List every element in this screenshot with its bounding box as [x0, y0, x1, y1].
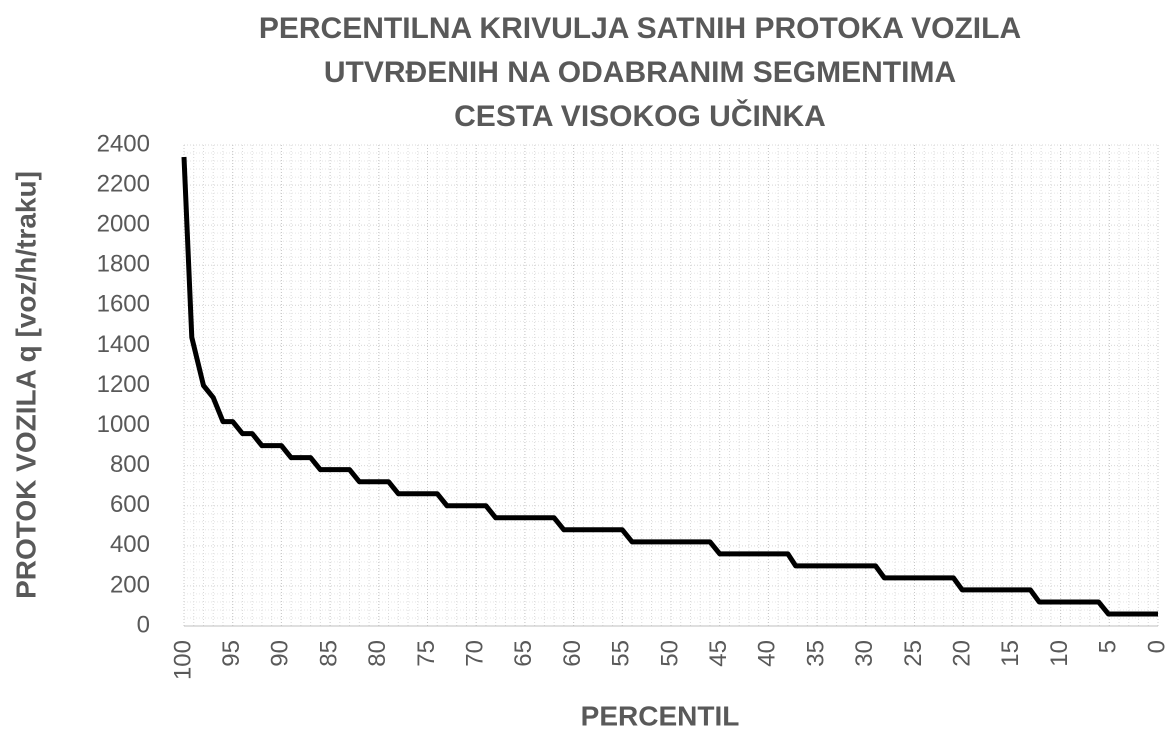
x-tick-label: 20 [949, 640, 976, 667]
y-tick-label: 400 [110, 531, 150, 558]
y-tick-label: 0 [137, 611, 150, 638]
x-tick-label: 30 [851, 640, 878, 667]
x-tick-label: 95 [218, 640, 245, 667]
y-tick-label: 800 [110, 451, 150, 478]
y-tick-label: 1200 [97, 371, 150, 398]
x-tick-label: 5 [1095, 640, 1122, 653]
line [181, 156, 1158, 617]
x-tick-label: 100 [169, 640, 196, 680]
y-tick-label: 2200 [97, 170, 150, 197]
x-tick-label: 35 [802, 640, 829, 667]
x-tick-label: 65 [510, 640, 537, 667]
x-tick-label: 10 [1046, 640, 1073, 667]
x-tick-label: 0 [1143, 640, 1170, 653]
x-tick-label: 40 [754, 640, 781, 667]
chart-title: PERCENTILNA KRIVULJA SATNIH PROTOKA VOZI… [259, 12, 1021, 45]
x-axis-label: PERCENTIL [581, 700, 740, 731]
x-tick-label: 25 [900, 640, 927, 667]
x-tick-label: 15 [997, 640, 1024, 667]
y-tick-label: 1400 [97, 331, 150, 358]
y-tick-label: 1800 [97, 251, 150, 278]
x-tick-label: 55 [608, 640, 635, 667]
x-tick-label: 85 [315, 640, 342, 667]
y-tick-label: 200 [110, 571, 150, 598]
y-axis-label: PROTOK VOZILA q [voz/h/traku] [10, 171, 41, 599]
y-tick-label: 2000 [97, 211, 150, 238]
y-tick-label: 1600 [97, 291, 150, 318]
x-tick-label: 70 [462, 640, 489, 667]
chart-title: UTVRĐENIH NA ODABRANIM SEGMENTIMA [324, 56, 956, 89]
x-tick-label: 45 [705, 640, 732, 667]
chart-title: CESTA VISOKOG UČINKA [454, 99, 826, 133]
x-tick-label: 90 [267, 640, 294, 667]
x-tick-label: 75 [413, 640, 440, 667]
y-tick-label: 1000 [97, 411, 150, 438]
y-tick-label: 600 [110, 491, 150, 518]
x-tick-label: 60 [559, 640, 586, 667]
x-tick-label: 50 [656, 640, 683, 667]
y-tick-label: 2400 [97, 130, 150, 157]
x-tick-label: 80 [364, 640, 391, 667]
